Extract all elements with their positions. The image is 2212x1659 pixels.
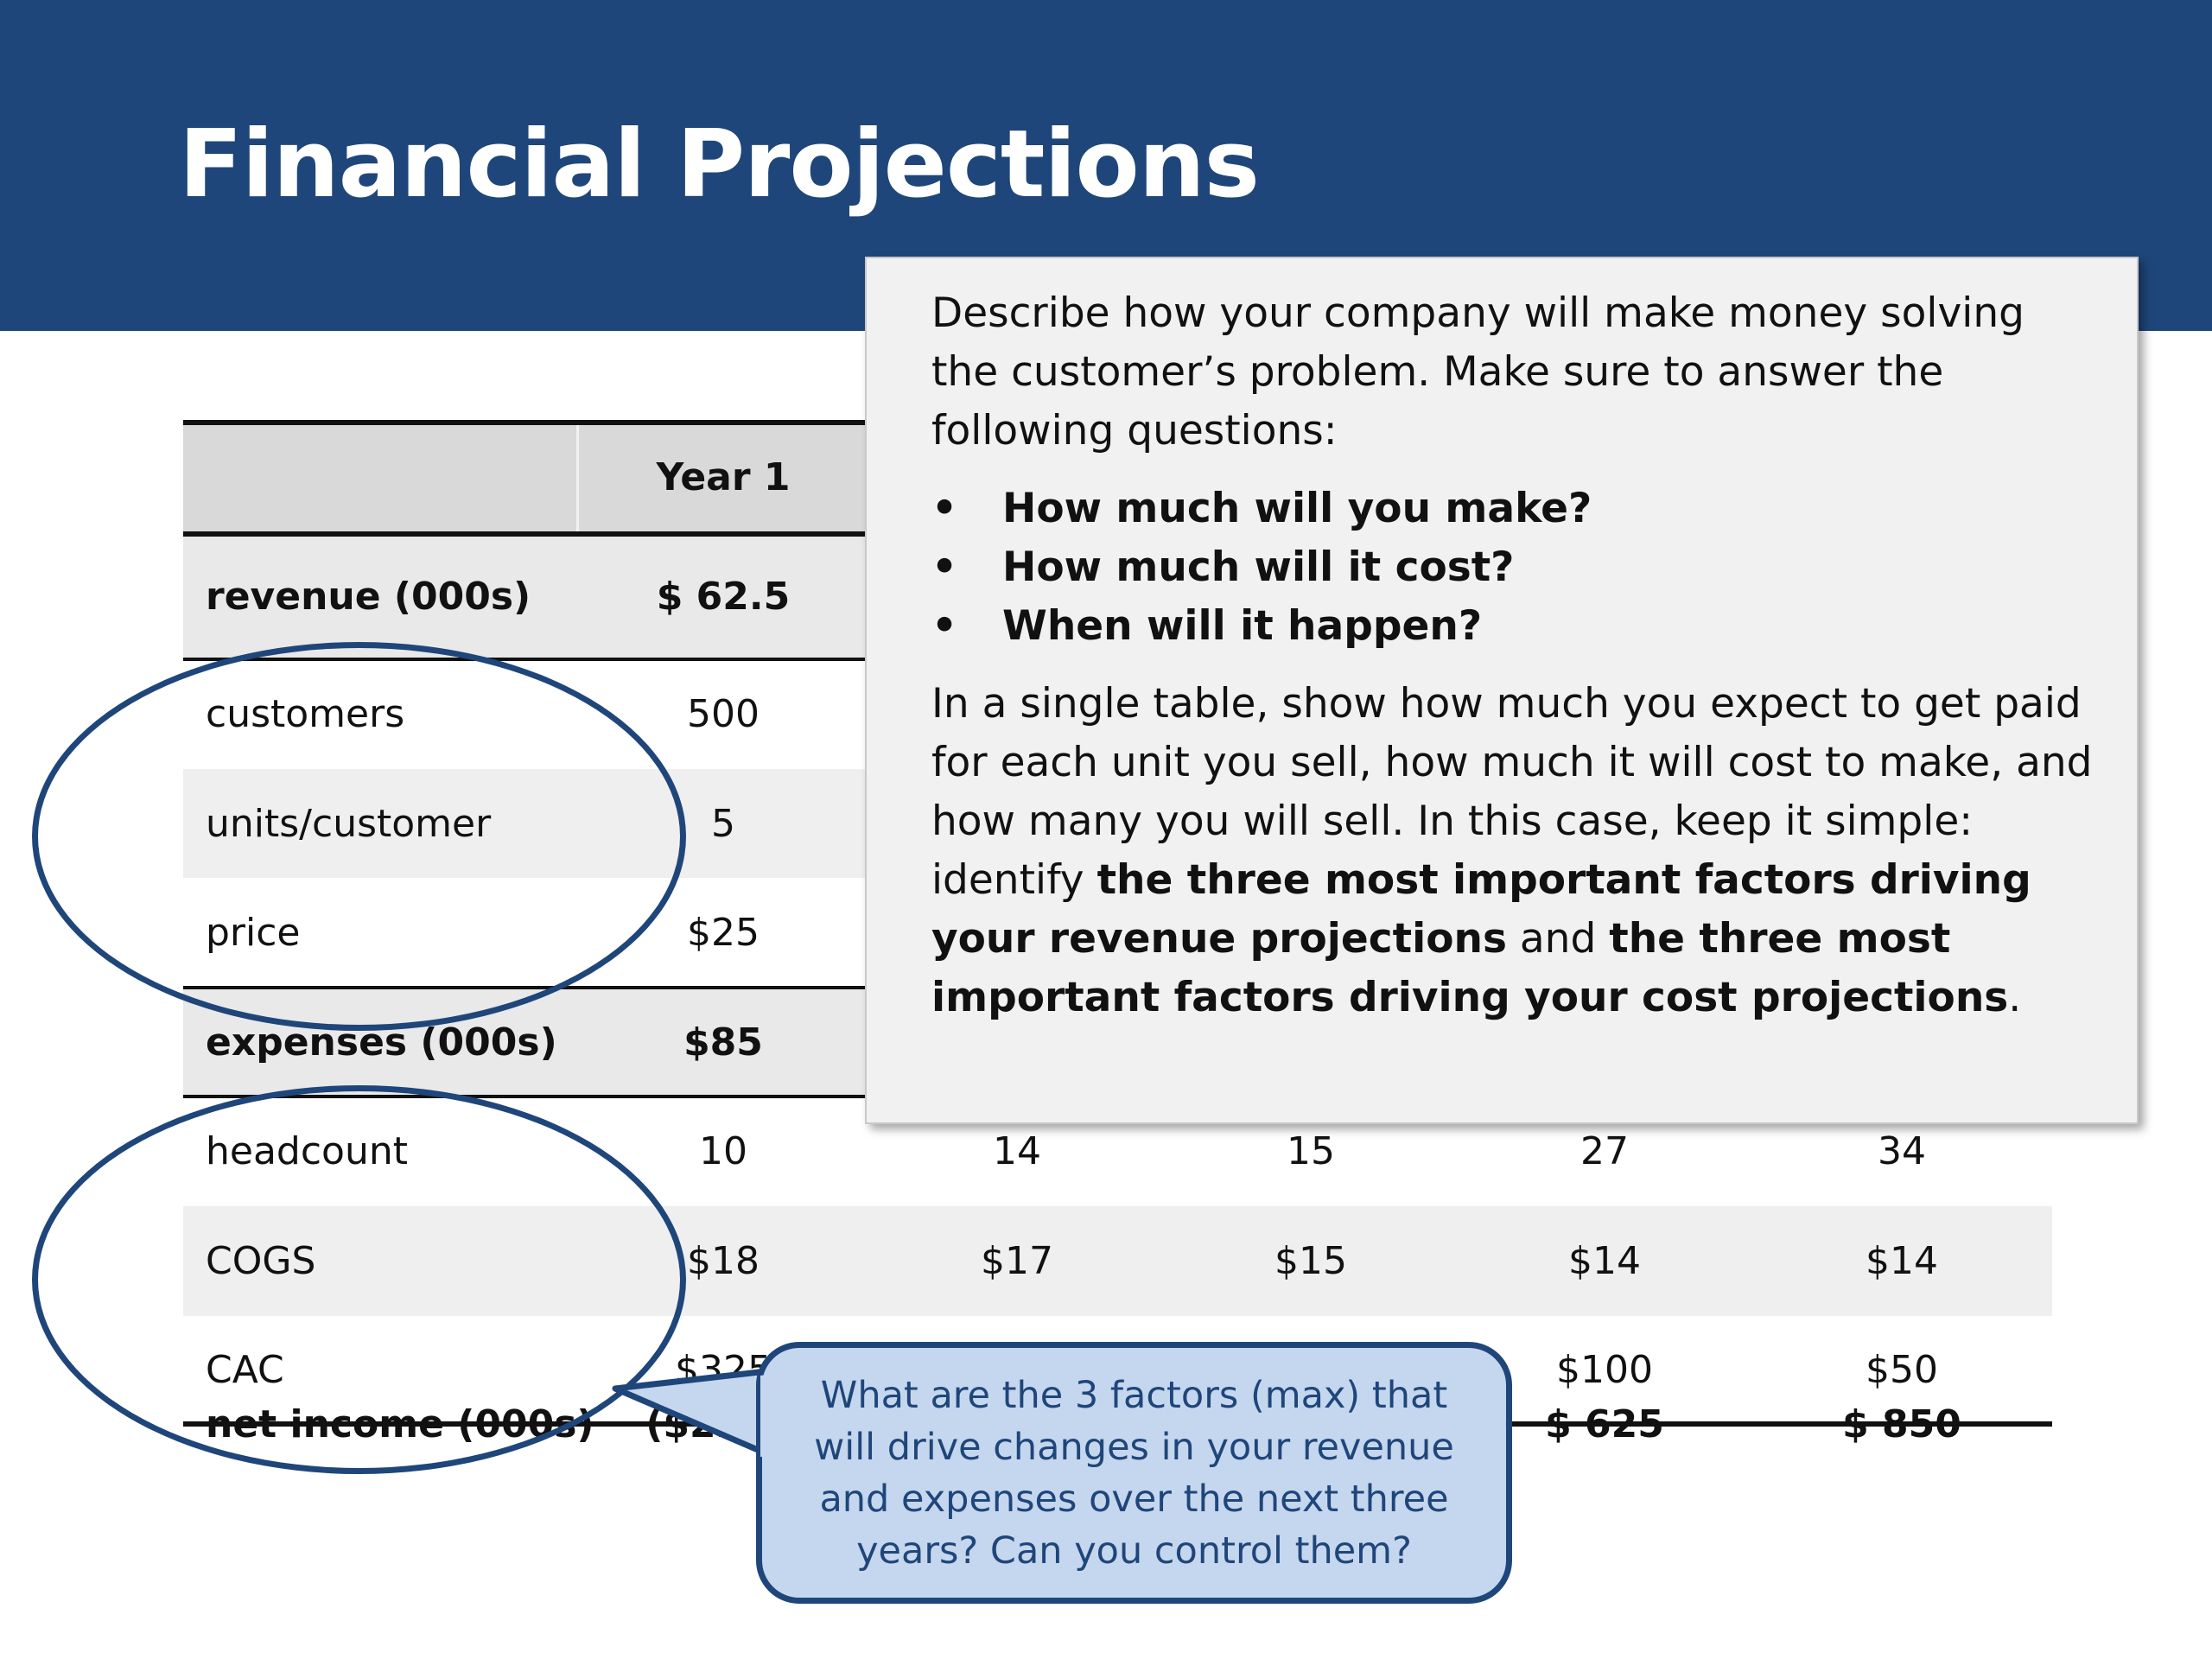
detail-emphasis: the three most important factors driving… (931, 915, 2009, 1021)
table-cell: $25 (687, 911, 760, 955)
table-header-cell: Year 1 (656, 454, 791, 499)
table-cell: $17 (981, 1239, 1053, 1283)
cost-factors-circle (32, 1085, 686, 1474)
table-cell: 5 (711, 801, 735, 846)
detail-text: . (2008, 974, 2022, 1021)
instructions-intro: Describe how your company will make mone… (931, 289, 2024, 454)
table-cell: $15 (1274, 1239, 1347, 1283)
table-cell: $50 (1866, 1348, 1938, 1392)
table-cell: $14 (1866, 1239, 1938, 1283)
instructions-detail: In a single table, show how much you exp… (931, 675, 2102, 1027)
table-cell: $18 (687, 1239, 760, 1283)
table-cell: 10 (699, 1129, 747, 1173)
instructions-box: Describe how your company will make mone… (865, 257, 2139, 1124)
table-cell: $ 62.5 (656, 575, 791, 619)
detail-text: In a single table, show how much you exp… (931, 680, 2093, 904)
table-cell: $14 (1568, 1239, 1641, 1283)
table-cell: 34 (1878, 1129, 1926, 1173)
question-item: • How much will you make? (931, 480, 2102, 538)
question-text: When will it happen? (1002, 602, 1483, 650)
question-item: • How much will it cost? (931, 538, 2102, 597)
bullet-icon: • (931, 602, 958, 650)
question-item: • When will it happen? (931, 597, 2102, 656)
question-text: How much will it cost? (1002, 543, 1515, 591)
bullet-icon: • (931, 543, 958, 591)
callout-box: What are the 3 factors (max) that will d… (756, 1342, 1512, 1604)
table-cell: 27 (1580, 1129, 1629, 1173)
table-header-cell (183, 420, 576, 534)
questions-list: • How much will you make? • How much will … (931, 480, 2102, 656)
bullet-icon: • (931, 485, 958, 532)
revenue-factors-circle (32, 642, 686, 1031)
table-cell: $85 (683, 1020, 763, 1065)
question-text: How much will you make? (1002, 485, 1592, 532)
table-cell: $100 (1556, 1348, 1653, 1392)
table-cell: 500 (687, 692, 760, 736)
table-cell: 14 (993, 1129, 1041, 1173)
detail-emphasis: the three most important factors driving… (931, 856, 2031, 963)
table-cell: 15 (1287, 1129, 1335, 1173)
detail-text: and (1506, 915, 1610, 963)
row-label: revenue (000s) (206, 575, 531, 619)
callout-text: What are the 3 factors (max) that will d… (814, 1373, 1454, 1573)
header-column-divider (576, 420, 579, 534)
slide-title: Financial Projections (179, 111, 1260, 219)
